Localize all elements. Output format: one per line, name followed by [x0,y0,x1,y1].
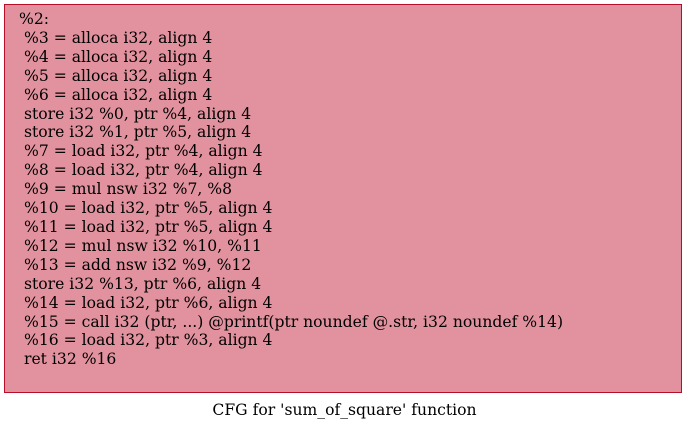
instruction-line: %8 = load i32, ptr %4, align 4 [24,161,263,180]
instruction-line: %12 = mul nsw i32 %10, %11 [24,236,262,255]
instruction-line: %10 = load i32, ptr %5, align 4 [24,199,273,218]
instruction-line: %9 = mul nsw i32 %7, %8 [24,180,233,199]
block-label: %2: [19,10,49,28]
instruction-line: %13 = add nsw i32 %9, %12 [24,255,252,274]
instruction-line: %15 = call i32 (ptr, ...) @printf(ptr no… [24,312,564,331]
instruction-line: store i32 %13, ptr %6, align 4 [24,274,262,293]
instruction-line: store i32 %1, ptr %5, align 4 [24,123,252,142]
instruction-line: %7 = load i32, ptr %4, align 4 [24,142,263,161]
instruction-line: %11 = load i32, ptr %5, align 4 [24,217,273,236]
instruction-line: %6 = alloca i32, align 4 [24,85,213,104]
basic-block-node: %2: %3 = alloca i32, align 4 %4 = alloca… [4,4,682,393]
instruction-line: %14 = load i32, ptr %6, align 4 [24,293,273,312]
instruction-line: ret i32 %16 [24,350,117,369]
instruction-line: %5 = alloca i32, align 4 [24,66,213,85]
instruction-line: %3 = alloca i32, align 4 [24,28,213,47]
instruction-line: %4 = alloca i32, align 4 [24,47,213,66]
graph-caption: CFG for 'sum_of_square' function [212,401,477,419]
instruction-list: %3 = alloca i32, align 4 %4 = alloca i32… [20,29,681,369]
instruction-line: %16 = load i32, ptr %3, align 4 [24,331,273,350]
instruction-line: store i32 %0, ptr %4, align 4 [24,104,252,123]
